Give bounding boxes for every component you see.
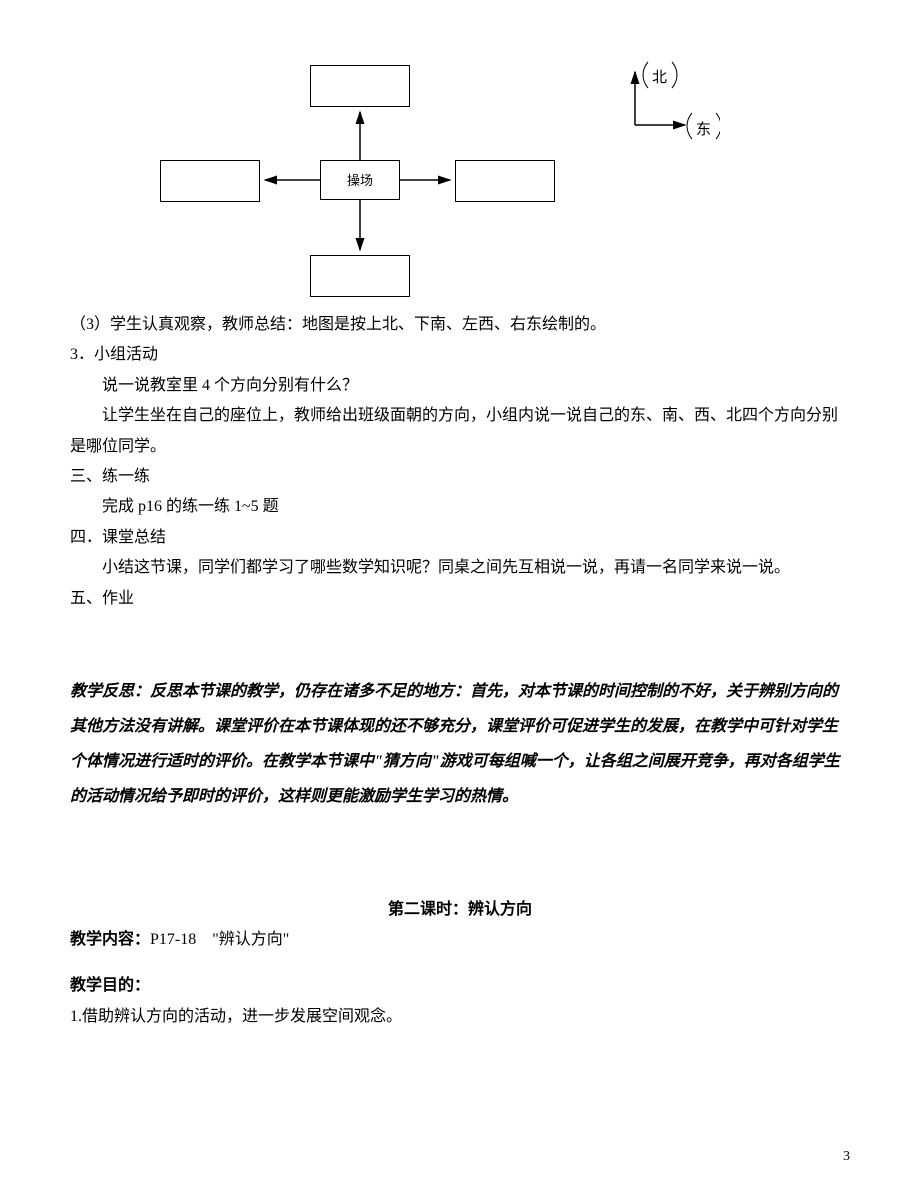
content-label: 教学内容： <box>70 931 150 948</box>
section-homework: 五、作业 <box>70 584 850 614</box>
reflection-text: 反思本节课的教学，仍存在诸多不足的地方：首先，对本节课的时间控制的不好，关于辨别… <box>70 683 840 806</box>
summary-text: 小结这节课，同学们都学习了哪些数学知识呢？同桌之间先互相说一说，再请一名同学来说… <box>70 553 850 583</box>
compass-rose: 北 东 <box>600 60 720 180</box>
section-practice: 三、练一练 <box>70 462 850 492</box>
page-container: 操场 <box>0 0 920 1191</box>
practice-task: 完成 p16 的练一练 1~5 题 <box>70 492 850 522</box>
page-number: 3 <box>843 1144 850 1171</box>
reflection-paragraph: 教学反思：反思本节课的教学，仍存在诸多不足的地方：首先，对本节课的时间控制的不好… <box>70 674 850 815</box>
compass-north-label: 北 <box>652 64 667 93</box>
content-text: P17-18 "辨认方向" <box>150 931 289 948</box>
lesson2-content: 教学内容：P17-18 "辨认方向" <box>70 925 850 955</box>
lesson2-title: 第二课时：辨认方向 <box>70 895 850 925</box>
obs-conclusion: （3）学生认真观察，教师总结：地图是按上北、下南、左西、右东绘制的。 <box>70 310 850 340</box>
objective-1: 1.借助辨认方向的活动，进一步发展空间观念。 <box>70 1002 850 1032</box>
objective-label: 教学目的： <box>70 971 850 1001</box>
activity-q: 说一说教室里 4 个方向分别有什么？ <box>70 371 850 401</box>
section-summary: 四．课堂总结 <box>70 523 850 553</box>
playground-diagram: 操场 <box>120 40 720 290</box>
section-3: 3．小组活动 <box>70 340 850 370</box>
reflection-label: 教学反思： <box>70 683 150 700</box>
compass-east-label: 东 <box>696 116 711 145</box>
activity-desc: 让学生坐在自己的座位上，教师给出班级面朝的方向，小组内说一说自己的东、南、西、北… <box>70 401 850 462</box>
